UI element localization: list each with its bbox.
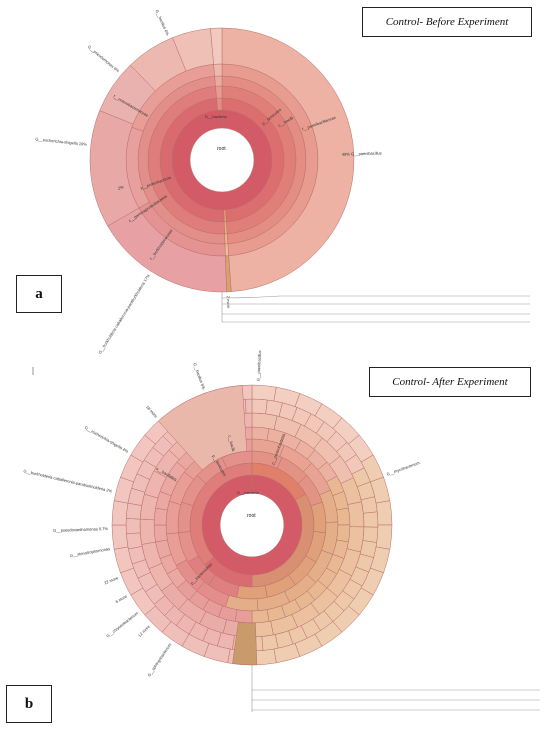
chart-a-genus-burkholderia-label: G__burkholderia-caballeronia-paraburkhol…	[97, 273, 151, 355]
chart-b-more-b-label: 12 more	[137, 623, 151, 637]
chart-b-ring-segment	[111, 500, 129, 526]
chart-b-center-label: root	[247, 513, 256, 519]
chart-b-ring-segment	[251, 398, 268, 415]
chart-a-center	[189, 127, 255, 193]
chart-b-genus-mycobacterium-label: G__mycobacterium	[386, 460, 421, 477]
chart-a-small-pct-label: 2%	[117, 184, 124, 191]
chart-a-genus-bacillus-label: G__bacillus 6%	[154, 9, 170, 37]
chart-b-ring-segment	[153, 524, 168, 543]
chart-b-ring-segment	[347, 501, 365, 528]
chart-b-ring-segment	[251, 609, 270, 624]
chart-b-genus-burkholderia-label: G__burkholderia-caballeronia-paraburkhol…	[23, 468, 113, 493]
chart-b-domain-label: D__bacteria	[237, 490, 259, 495]
chart-b-ring-segment	[153, 507, 168, 526]
chart-b-bacillus-segment	[157, 385, 248, 471]
chart-b-ring-segment	[363, 511, 379, 528]
chart-a-phylum-segment	[216, 97, 223, 111]
panel-a-title: Control- Before Experiment	[362, 7, 532, 37]
chart-b-ring-segment	[111, 524, 129, 550]
panel-b-title: Control- After Experiment	[369, 367, 531, 397]
chart-a-genus-segment	[221, 27, 355, 292]
chart-b-class-a-label: c__bacilli	[227, 435, 236, 452]
chart-a-genus-pseudomonas-label: G__pseudomonas 6%	[87, 44, 121, 74]
chart-b-genus-paenibacillus-label: G__paenibacillus	[256, 350, 263, 381]
chart-b-ring-segment	[336, 524, 351, 543]
chart-b-center	[219, 492, 285, 558]
chart-a-center-label: root	[217, 146, 226, 152]
chart-b-more-d-label: 6 more	[115, 593, 129, 604]
chart-b-ring-segment	[375, 524, 393, 550]
chart-b-ring-segment	[125, 518, 141, 535]
chart-b-genus-sphingobacterium-label: G__sphingobacterium	[146, 642, 172, 678]
chart-b-ring-segment	[126, 532, 143, 550]
chart-a-leader-line	[221, 295, 530, 299]
chart-a-order-segment	[214, 75, 223, 87]
chart-b-ring-segment	[251, 412, 278, 430]
chart-b-ring-segment	[360, 496, 378, 514]
chart-b-more-c-label: 18 more	[145, 404, 159, 419]
chart-a-genus-paenibacillus-label: 49% G__paenibacillus	[342, 150, 382, 156]
chart-b-ring-segment	[139, 518, 156, 545]
panel-b-letter: b	[6, 685, 52, 723]
chart-b-ring-segment	[251, 426, 270, 441]
chart-b-ring-segment	[375, 500, 393, 526]
chart-b-brown-segment	[232, 621, 258, 666]
chart-b-ring-segment	[362, 526, 379, 543]
chart-b-ring-segment	[245, 398, 253, 414]
chart-a-genus-segment	[210, 27, 223, 65]
chart-b-ring-segment	[236, 585, 268, 600]
chart-b-more-a-label: 22 more	[103, 575, 119, 585]
chart-b-ring-segment	[234, 609, 253, 624]
chart-b-genus-bacillus-label: G__bacillus 5%	[192, 362, 206, 390]
chart-b-ring-segment	[251, 384, 277, 402]
chart-b-ring-segment	[261, 634, 279, 651]
chart-b-ring-segment	[336, 507, 351, 526]
chart-a-domain-label: D__bacteria	[205, 114, 227, 119]
chart-a-genus-escherichia-label: G__escherichia-shigella 19%	[35, 136, 87, 146]
chart-b-ring-segment	[125, 502, 142, 520]
chart-b-genus-chryseobacterium-label: G__chryseobacterium	[105, 610, 139, 638]
chart-b-genus-stenotrophomonas-label: G__stenotrophomonas	[69, 546, 110, 558]
chart-a-family-segment	[213, 63, 223, 77]
chart-a-others-label: 2 more	[226, 296, 231, 309]
chart-b-genus-pseudoxanthomonas-label: G__pseudoxanthomonas 0.7%	[53, 526, 109, 533]
panel-a-letter: a	[16, 275, 62, 313]
chart-a-class-segment	[215, 85, 223, 99]
chart-b-genus-escherichia-label: G__escherichia-shigella 4%	[84, 425, 130, 454]
